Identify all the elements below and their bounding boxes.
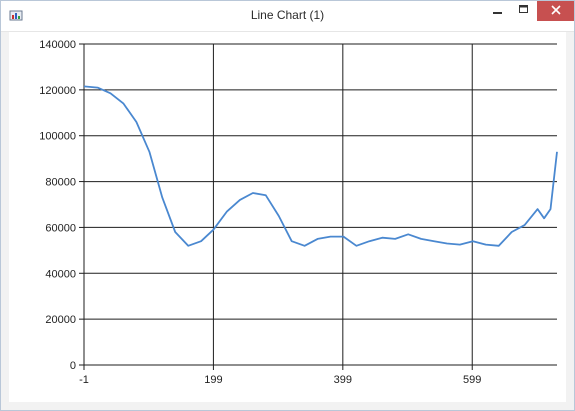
x-tick-label: -1 bbox=[79, 374, 89, 386]
y-tick-label: 40000 bbox=[45, 268, 76, 280]
y-tick-label: 100000 bbox=[39, 131, 76, 143]
y-tick-label: 60000 bbox=[45, 222, 76, 234]
y-tick-label: 0 bbox=[70, 360, 76, 372]
maximize-icon bbox=[519, 2, 529, 20]
y-tick-label: 120000 bbox=[39, 85, 76, 97]
y-tick-label: 80000 bbox=[45, 177, 76, 189]
title-bar[interactable]: Line Chart (1) bbox=[1, 1, 574, 32]
maximize-button[interactable] bbox=[511, 1, 537, 21]
x-tick-label: 599 bbox=[463, 374, 481, 386]
close-icon bbox=[550, 2, 561, 20]
chart-area: 0 20000 40000 60000 80000 100000 120000 140000 -… bbox=[9, 32, 566, 402]
x-tick-label: 399 bbox=[334, 374, 352, 386]
y-tick-label: 140000 bbox=[39, 39, 76, 51]
line-chart: 0 20000 40000 60000 80000 100000 120000 140000 -… bbox=[39, 39, 558, 386]
window-title: Line Chart (1) bbox=[250, 8, 325, 22]
app-icon bbox=[9, 8, 23, 22]
x-tick-label: 199 bbox=[204, 374, 222, 386]
series-line bbox=[83, 85, 558, 247]
minimize-button[interactable] bbox=[485, 1, 511, 21]
minimize-icon bbox=[493, 2, 503, 20]
y-tick-label: 20000 bbox=[45, 314, 76, 326]
close-button[interactable] bbox=[537, 1, 574, 21]
